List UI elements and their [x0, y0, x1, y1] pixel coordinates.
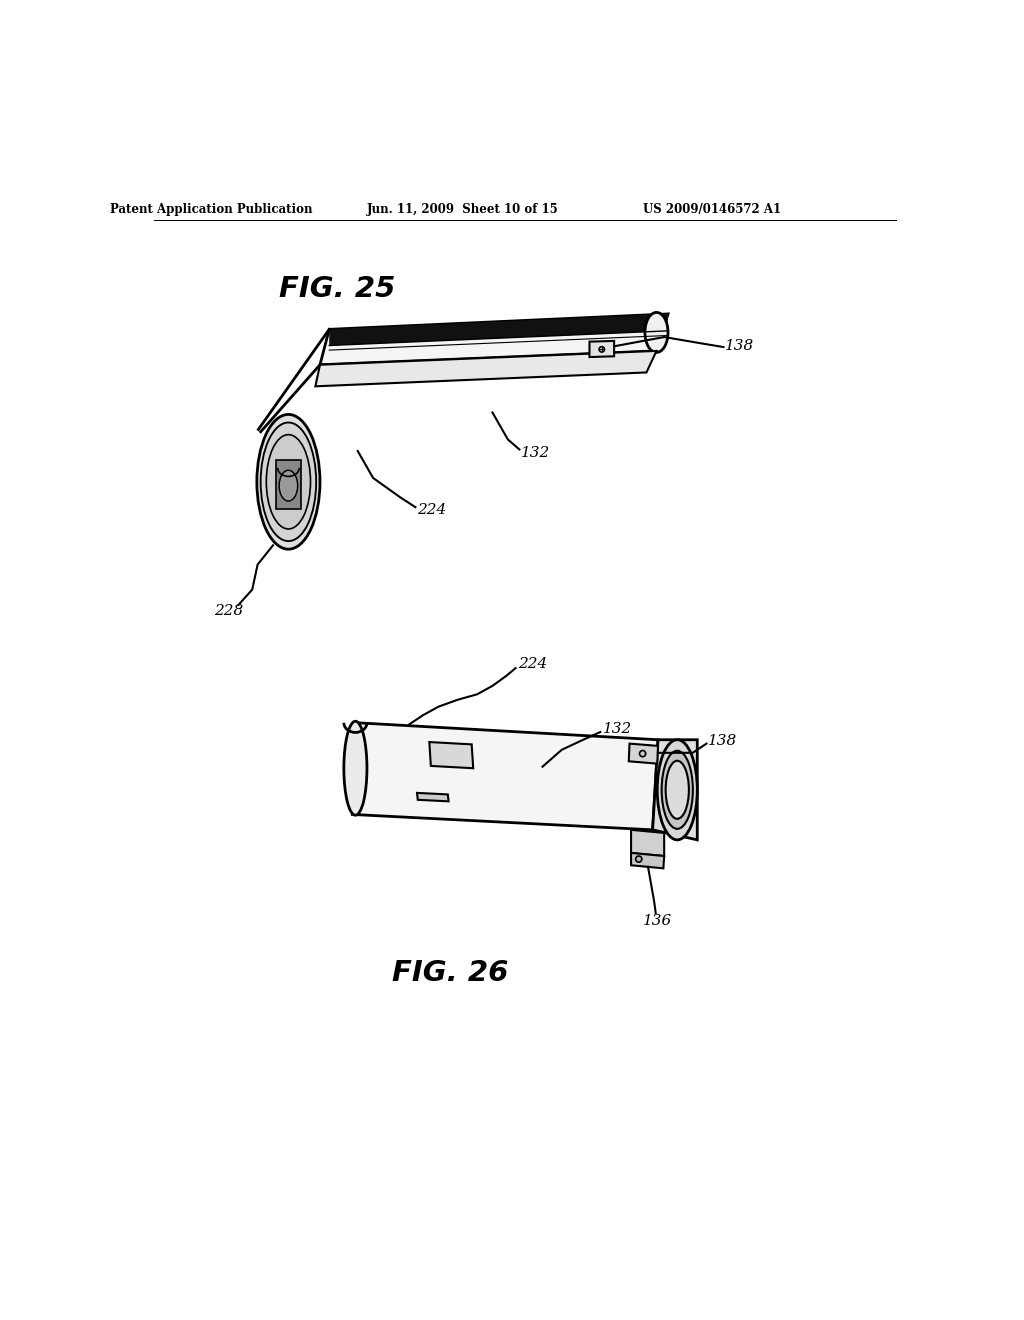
Text: 132: 132 [521, 446, 550, 459]
Polygon shape [276, 461, 301, 508]
Polygon shape [417, 793, 449, 801]
Text: 224: 224 [518, 656, 547, 671]
Polygon shape [629, 743, 658, 763]
Text: FIG. 26: FIG. 26 [392, 960, 509, 987]
Ellipse shape [662, 751, 693, 829]
Text: FIG. 25: FIG. 25 [280, 276, 395, 304]
Ellipse shape [344, 721, 367, 816]
Text: Jun. 11, 2009  Sheet 10 of 15: Jun. 11, 2009 Sheet 10 of 15 [368, 203, 559, 215]
Text: Patent Application Publication: Patent Application Publication [111, 203, 312, 215]
Polygon shape [330, 314, 668, 346]
Polygon shape [652, 739, 697, 840]
Ellipse shape [666, 760, 689, 818]
Text: 136: 136 [643, 913, 672, 928]
Ellipse shape [257, 414, 319, 549]
Ellipse shape [599, 347, 604, 352]
Ellipse shape [645, 313, 668, 352]
Ellipse shape [261, 422, 316, 541]
Ellipse shape [640, 751, 646, 756]
Polygon shape [631, 853, 665, 869]
Text: US 2009/0146572 A1: US 2009/0146572 A1 [643, 203, 781, 215]
Ellipse shape [280, 470, 298, 502]
Polygon shape [315, 351, 656, 387]
Polygon shape [631, 830, 665, 855]
Ellipse shape [657, 739, 697, 840]
Polygon shape [352, 723, 658, 830]
Text: 224: 224 [417, 503, 446, 516]
Text: 228: 228 [214, 605, 243, 618]
Polygon shape [590, 341, 614, 358]
Text: 138: 138 [708, 734, 737, 747]
Text: 132: 132 [602, 722, 632, 737]
Polygon shape [319, 314, 668, 364]
Polygon shape [429, 742, 473, 768]
Ellipse shape [636, 857, 642, 862]
Text: 138: 138 [725, 338, 755, 352]
Ellipse shape [266, 434, 310, 529]
